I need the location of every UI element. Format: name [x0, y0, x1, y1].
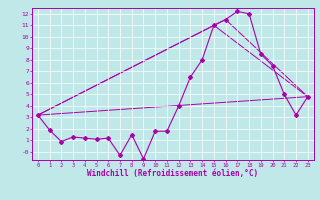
X-axis label: Windchill (Refroidissement éolien,°C): Windchill (Refroidissement éolien,°C) [87, 169, 258, 178]
